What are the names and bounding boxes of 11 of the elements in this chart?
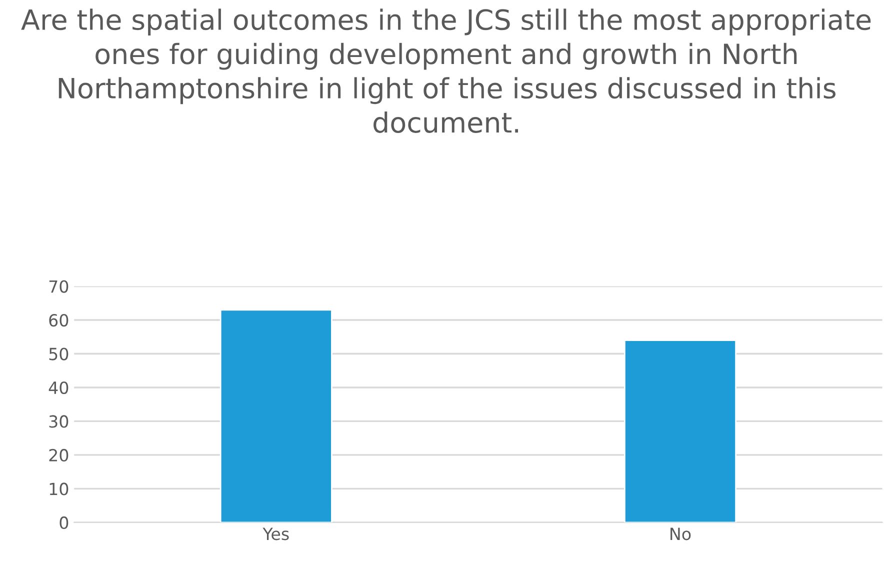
y-tick-label: 0 (60, 516, 68, 529)
y-tick-label: 20 (49, 448, 68, 462)
y-tick-label: 60 (49, 314, 68, 327)
y-tick-label: 40 (48, 381, 68, 394)
y-tick-label: 10 (50, 482, 68, 496)
y-tick-label: 70 (49, 280, 68, 293)
chart-title: Are the spatial outcomes in the JCS still the most appropriate ones for guiding development and growth in North Northamptonshire in light of the issues discussed in this document. (21, 8, 871, 133)
y-tick-label: 30 (49, 415, 68, 428)
x-tick-label: No (670, 528, 691, 540)
x-tick-label: Yes (262, 528, 289, 540)
y-tick-label: 50 (49, 348, 68, 360)
